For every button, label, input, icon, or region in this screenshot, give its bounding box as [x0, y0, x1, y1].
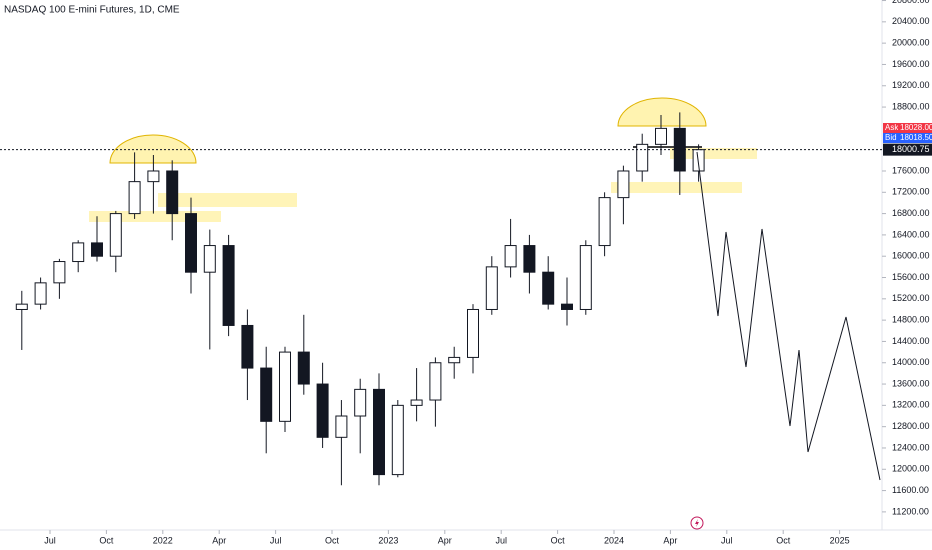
bid-price-label: 18018.50 — [900, 133, 932, 142]
y-tick-label: 14800.00 — [892, 315, 930, 325]
x-tick-label: Apr — [663, 535, 677, 545]
zone — [611, 182, 742, 193]
candle-body — [279, 351, 291, 422]
y-tick-label: 14400.00 — [892, 336, 930, 346]
zone — [89, 211, 221, 222]
bid-price-tag — [898, 133, 932, 143]
x-tick-label: Oct — [325, 535, 340, 545]
candle-body — [166, 170, 179, 215]
x-tick-label: Jul — [495, 535, 507, 545]
candle-body — [335, 415, 348, 438]
projection-line — [696, 151, 881, 481]
y-tick-label: 17200.00 — [892, 187, 930, 197]
candles — [15, 112, 705, 486]
y-tick-label: 15600.00 — [892, 272, 930, 282]
y-tick-label: 19200.00 — [892, 80, 930, 90]
y-tick-label: 20800.00 — [892, 0, 930, 5]
y-tick-label: 12400.00 — [892, 442, 930, 452]
candle-body — [673, 127, 686, 172]
candle-body — [222, 245, 235, 326]
y-tick-label: 15200.00 — [892, 293, 930, 303]
arc-drawing — [617, 97, 707, 127]
candle-body — [542, 271, 555, 305]
y-tick-label: 20400.00 — [892, 16, 930, 26]
x-tick-label: 2023 — [378, 535, 398, 545]
ask-name: Ask — [885, 123, 899, 132]
candle-body — [297, 351, 310, 385]
candle-body — [185, 213, 197, 273]
x-tick-label: Oct — [776, 535, 791, 545]
candle-body — [467, 308, 479, 358]
candle-body — [147, 170, 160, 183]
candle-body — [692, 149, 705, 172]
candle-body — [128, 181, 141, 215]
x-tick-label: Apr — [438, 535, 452, 545]
last-price-label: 18000.75 — [892, 144, 930, 154]
candle-body — [53, 261, 66, 284]
y-tick-label: 16400.00 — [892, 229, 930, 239]
candle-body — [260, 367, 273, 422]
ask-price-label: 18028.00 — [900, 123, 932, 132]
y-tick-label: 13600.00 — [892, 378, 930, 388]
x-tick-label: Jul — [721, 535, 733, 545]
y-tick-label: 14000.00 — [892, 357, 930, 367]
bid-name-tag — [883, 133, 898, 143]
y-tick-label: 13200.00 — [892, 400, 930, 410]
x-tick-label: 2024 — [604, 535, 624, 545]
candle-body — [316, 383, 329, 438]
candle-body — [485, 266, 498, 310]
y-tick-label: 11200.00 — [892, 506, 929, 516]
candle-body — [15, 303, 28, 310]
x-tick-label: Apr — [212, 535, 226, 545]
zone — [158, 193, 297, 207]
x-tick-label: 2022 — [153, 535, 173, 545]
y-tick-label: 16800.00 — [892, 208, 930, 218]
chart-title: NASDAQ 100 E-mini Futures, 1D, CME — [4, 5, 180, 16]
y-tick-label: 17600.00 — [892, 165, 930, 175]
ask-price-tag — [898, 123, 932, 133]
candle-body — [598, 197, 611, 247]
candle-body — [523, 245, 536, 273]
candle-body — [504, 245, 517, 268]
candle-body — [72, 242, 85, 263]
candle-body — [34, 282, 47, 305]
y-tick-label: 18800.00 — [892, 101, 930, 111]
y-tick-label: 12800.00 — [892, 421, 930, 431]
zone — [670, 148, 757, 159]
candle-body — [241, 324, 254, 369]
candle-body — [655, 127, 667, 145]
x-tick-label: Oct — [99, 535, 114, 545]
x-tick-label: Oct — [551, 535, 566, 545]
candle-body — [109, 213, 122, 257]
y-tick-label: 16000.00 — [892, 251, 930, 261]
x-tick-label: Jul — [270, 535, 282, 545]
y-tick-label: 20000.00 — [892, 38, 930, 48]
event-icon[interactable] — [690, 516, 704, 530]
candle-body — [448, 356, 461, 364]
x-tick-label: 2025 — [830, 535, 850, 545]
candle-body — [561, 303, 573, 310]
candle-body — [579, 245, 592, 310]
candle-body — [410, 399, 423, 406]
arc-drawing — [109, 134, 197, 164]
candle-body — [636, 143, 649, 172]
candle-body — [617, 170, 630, 199]
candle-body — [373, 388, 385, 476]
drawings — [89, 97, 757, 222]
y-tick-label: 11600.00 — [892, 485, 929, 495]
candle-body — [91, 242, 103, 257]
bid-name: Bid — [885, 133, 897, 142]
candle-body — [391, 404, 404, 476]
y-tick-label: 19600.00 — [892, 59, 930, 69]
y-tick-label: 12000.00 — [892, 464, 930, 474]
candle-body — [203, 245, 216, 273]
x-tick-label: Jul — [44, 535, 56, 545]
candle-body — [354, 388, 367, 417]
ask-name-tag — [883, 123, 898, 133]
last-price-tag — [883, 143, 932, 156]
candle-body — [429, 362, 442, 401]
